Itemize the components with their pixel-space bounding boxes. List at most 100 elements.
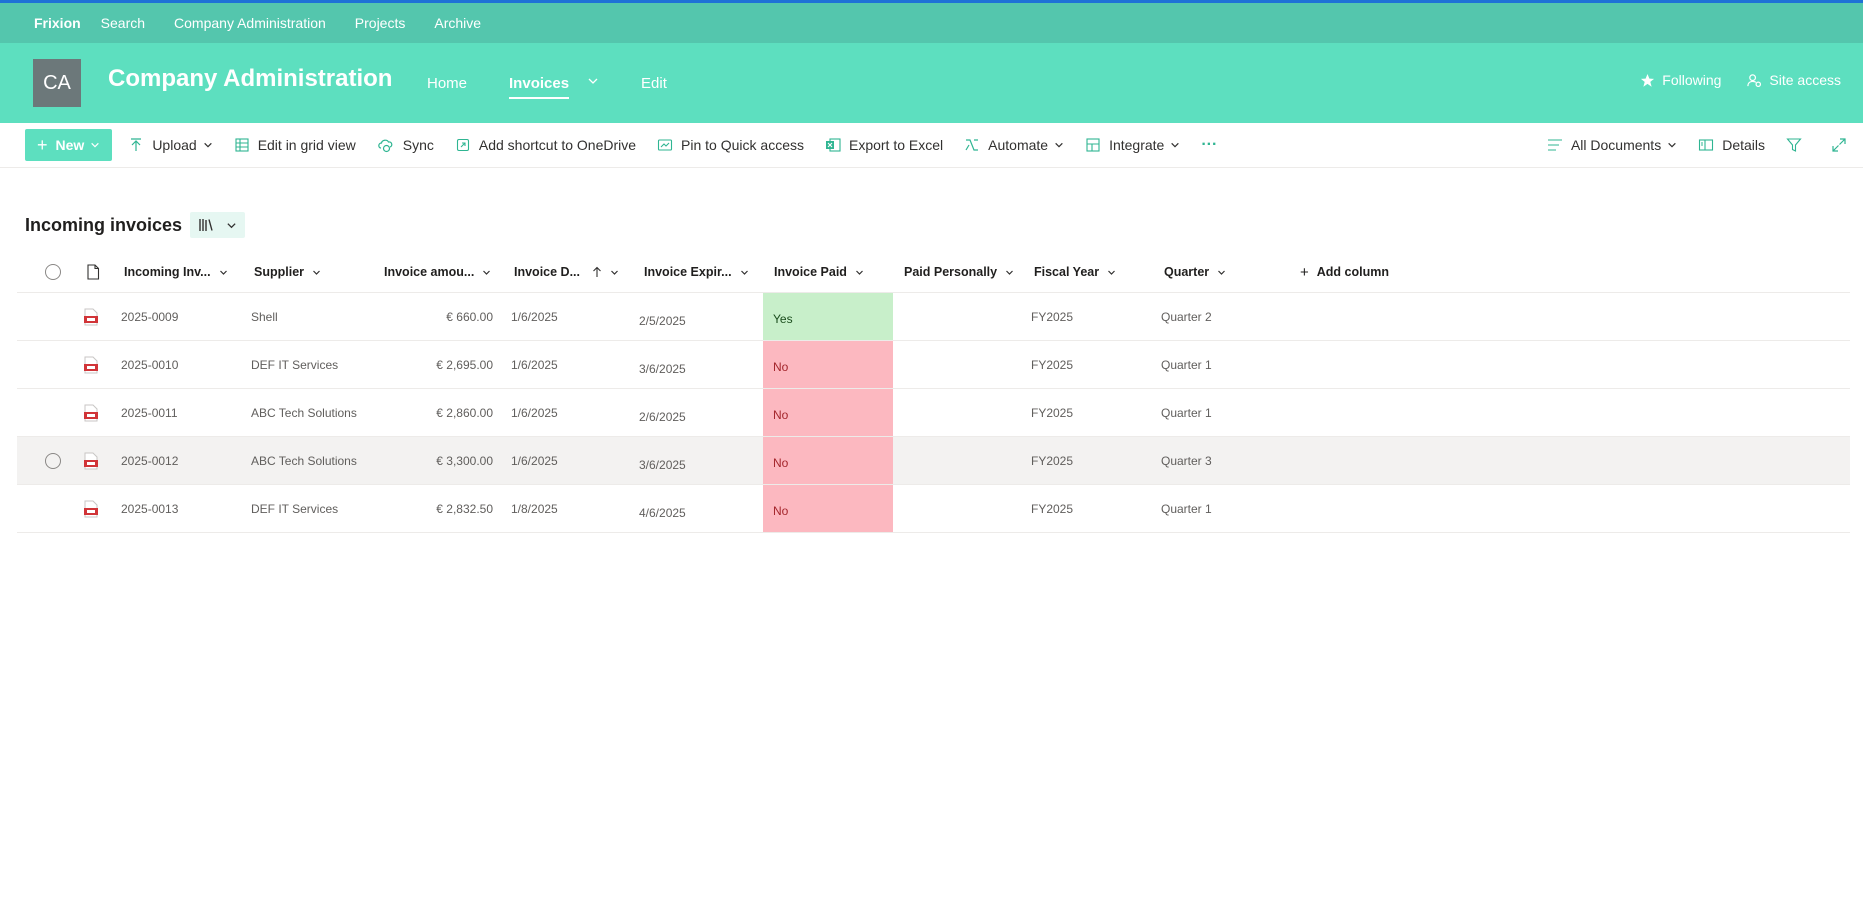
cell-paid: No — [763, 485, 893, 532]
cell-paid: No — [763, 389, 893, 436]
column-header-fiscal-year[interactable]: Fiscal Year — [1034, 252, 1116, 292]
window-top-border — [0, 0, 1863, 3]
select-all-checkbox[interactable] — [45, 252, 61, 292]
table-row[interactable]: 2025-0010 DEF IT Services € 2,695.00 1/6… — [17, 341, 1850, 389]
new-button[interactable]: + New — [25, 129, 113, 161]
cell-fiscal-year: FY2025 — [1031, 453, 1074, 468]
cell-amount: € 660.00 — [446, 309, 493, 324]
nav-edit[interactable]: Edit — [641, 74, 667, 92]
pdf-file-icon — [83, 389, 99, 436]
fullscreen-button[interactable] — [1831, 137, 1855, 153]
cell-amount: € 2,832.50 — [436, 501, 493, 516]
site-access-label: Site access — [1769, 72, 1841, 88]
cell-supplier: Shell — [251, 309, 278, 324]
suite-link-projects[interactable]: Projects — [354, 15, 406, 31]
table-row[interactable]: 2025-0011 ABC Tech Solutions € 2,860.00 … — [17, 389, 1850, 437]
column-header-amount[interactable]: Invoice amou... — [384, 252, 491, 292]
document-icon — [87, 264, 100, 280]
library-title[interactable]: Incoming invoices — [25, 214, 183, 235]
add-column-label: Add column — [1316, 265, 1389, 279]
sync-button[interactable]: Sync — [377, 137, 434, 153]
chevron-down-icon — [1668, 142, 1676, 148]
cell-name[interactable]: 2025-0013 — [121, 501, 179, 516]
cell-date: 1/6/2025 — [511, 405, 558, 420]
automate-button[interactable]: Automate — [964, 137, 1064, 153]
pin-quick-access-button[interactable]: Pin to Quick access — [657, 137, 804, 153]
chevron-down-icon — [1108, 270, 1116, 275]
column-header-quarter[interactable]: Quarter — [1164, 252, 1226, 292]
star-icon — [1641, 73, 1655, 87]
column-header-expiry[interactable]: Invoice Expir... — [644, 252, 749, 292]
pdf-file-icon — [83, 341, 99, 388]
table-row[interactable]: 2025-0012 ABC Tech Solutions € 3,300.00 … — [17, 437, 1850, 485]
chevron-down-icon[interactable] — [587, 74, 599, 92]
library-header: Incoming invoices — [25, 212, 246, 238]
column-header-date[interactable]: Invoice D... — [514, 252, 619, 292]
cell-fiscal-year: FY2025 — [1031, 309, 1074, 324]
chevron-down-icon — [1171, 142, 1180, 148]
cell-expiry: 2/6/2025 — [639, 409, 686, 424]
cell-name[interactable]: 2025-0011 — [121, 405, 178, 420]
site-access-button[interactable]: Site access — [1747, 72, 1841, 88]
column-header-supplier[interactable]: Supplier — [254, 252, 321, 292]
filter-button[interactable] — [1786, 137, 1810, 153]
pin-icon — [657, 139, 673, 151]
column-header-paid[interactable]: Invoice Paid — [774, 252, 864, 292]
chevron-down-icon — [611, 270, 618, 275]
edit-grid-view-button[interactable]: Edit in grid view — [234, 137, 356, 153]
chevron-down-icon — [483, 270, 491, 275]
more-commands-button[interactable]: ··· — [1201, 136, 1217, 154]
column-header-quarter-label: Quarter — [1164, 265, 1210, 279]
suite-bar: Frixion Search Company Administration Pr… — [0, 3, 1863, 43]
expand-icon — [1832, 138, 1846, 152]
brand-link[interactable]: Frixion — [34, 15, 81, 31]
plus-icon: + — [1300, 263, 1309, 281]
cell-amount: € 2,695.00 — [436, 357, 493, 372]
cell-quarter: Quarter 1 — [1161, 357, 1212, 372]
cell-amount: € 2,860.00 — [436, 405, 493, 420]
new-label: New — [55, 137, 85, 153]
command-bar: + New Upload Edit in grid view Sync Add … — [0, 123, 1863, 168]
upload-label: Upload — [152, 137, 197, 153]
cell-name[interactable]: 2025-0009 — [121, 309, 179, 324]
cell-fiscal-year: FY2025 — [1031, 357, 1074, 372]
site-logo[interactable]: CA — [33, 59, 81, 107]
row-select-checkbox[interactable] — [45, 437, 61, 484]
file-type-header[interactable] — [86, 252, 100, 292]
add-shortcut-button[interactable]: Add shortcut to OneDrive — [455, 137, 636, 153]
automate-label: Automate — [988, 137, 1049, 153]
library-view-dropdown[interactable] — [190, 212, 246, 238]
chevron-down-icon — [219, 270, 227, 275]
suite-link-company-administration[interactable]: Company Administration — [174, 15, 326, 31]
add-shortcut-label: Add shortcut to OneDrive — [478, 137, 637, 153]
shortcut-icon — [456, 138, 469, 152]
cell-name[interactable]: 2025-0012 — [121, 453, 179, 468]
export-label: Export to Excel — [848, 137, 944, 153]
sync-label: Sync — [402, 137, 434, 153]
add-column-button[interactable]: + Add column — [1300, 252, 1389, 292]
column-header-paid-label: Invoice Paid — [774, 265, 847, 279]
nav-home[interactable]: Home — [427, 74, 468, 92]
suite-link-search[interactable]: Search — [100, 15, 146, 31]
edit-grid-label: Edit in grid view — [257, 137, 356, 153]
table-row[interactable]: 2025-0013 DEF IT Services € 2,832.50 1/8… — [17, 485, 1850, 533]
cell-paid: No — [763, 437, 893, 484]
view-switcher-button[interactable]: All Documents — [1547, 137, 1677, 153]
column-header-paid-personally[interactable]: Paid Personally — [904, 252, 1014, 292]
integrate-button[interactable]: Integrate — [1085, 137, 1180, 153]
cell-fiscal-year: FY2025 — [1031, 501, 1074, 516]
column-header-name[interactable]: Incoming Inv... — [124, 252, 228, 292]
following-label: Following — [1662, 72, 1722, 88]
suite-link-archive[interactable]: Archive — [434, 15, 482, 31]
nav-invoices[interactable]: Invoices — [509, 74, 570, 99]
pdf-file-icon — [83, 437, 99, 484]
export-excel-button[interactable]: Export to Excel — [825, 137, 943, 153]
chevron-down-icon — [91, 142, 100, 148]
chevron-down-icon — [1218, 270, 1226, 275]
table-row[interactable]: 2025-0009 Shell € 660.00 1/6/2025 2/5/20… — [17, 293, 1850, 341]
following-button[interactable]: Following — [1640, 72, 1721, 88]
upload-button[interactable]: Upload — [128, 137, 212, 153]
details-button[interactable]: Details — [1698, 137, 1765, 153]
site-title[interactable]: Company Administration — [108, 65, 393, 92]
cell-name[interactable]: 2025-0010 — [121, 357, 179, 372]
